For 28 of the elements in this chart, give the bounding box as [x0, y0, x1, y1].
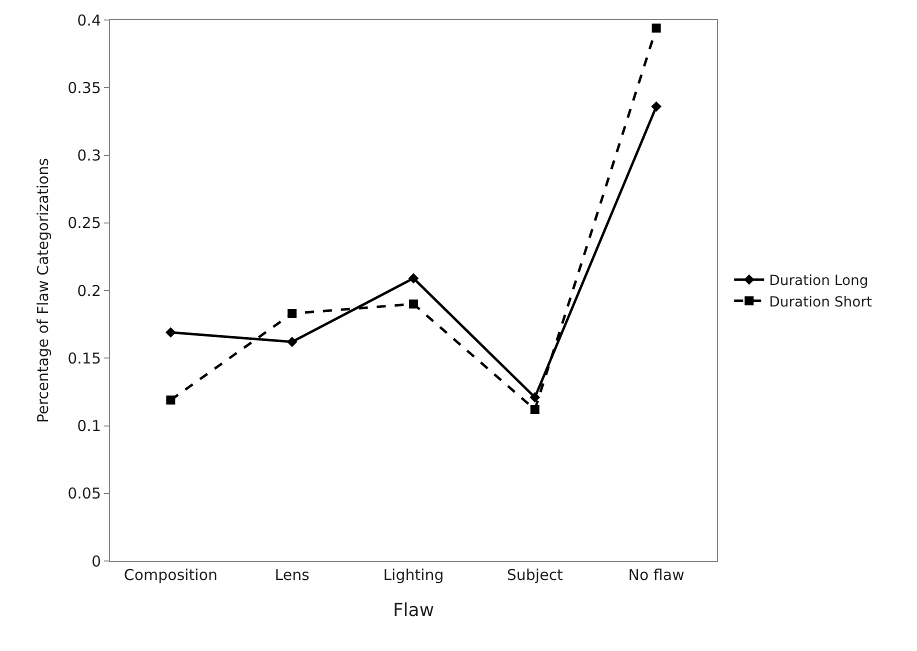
- legend-label: Duration Short: [769, 294, 872, 310]
- x-tick-label: No flaw: [628, 566, 684, 584]
- y-tick-label: 0.4: [77, 11, 101, 30]
- y-axis-title: Percentage of Flaw Categorizations: [34, 158, 52, 423]
- point: [409, 300, 418, 309]
- y-tick-label: 0: [91, 552, 101, 570]
- legend-label: Duration Long: [769, 273, 868, 290]
- x-tick-label: Composition: [124, 566, 218, 584]
- y-tick-label: 0.35: [68, 78, 101, 97]
- point: [408, 273, 419, 284]
- y-tick-label: 0.1: [77, 417, 101, 435]
- point: [166, 327, 176, 338]
- point: [651, 101, 662, 112]
- y-tick-label: 0.2: [77, 282, 101, 300]
- point: [166, 396, 176, 405]
- y-tick-label: 0.05: [68, 484, 101, 503]
- point: [288, 308, 297, 318]
- x-tick-label: Subject: [506, 566, 564, 584]
- x-tick-label: Lens: [274, 566, 310, 584]
- point: [652, 24, 661, 33]
- y-tick-label: 0.25: [68, 214, 101, 232]
- x-axis-title: Flaw: [392, 600, 434, 622]
- point: [530, 405, 540, 414]
- point: [530, 392, 540, 403]
- point: [286, 336, 298, 348]
- y-tick-label: 0.3: [77, 146, 101, 164]
- x-tick-label: Lighting: [383, 566, 444, 584]
- y-tick-label: 0.15: [68, 349, 101, 368]
